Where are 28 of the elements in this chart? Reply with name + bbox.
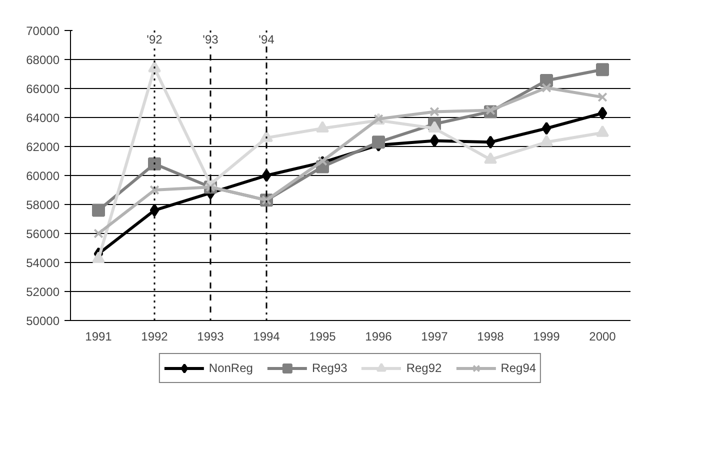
x-tick-label: 1991	[85, 330, 112, 344]
y-tick-label: 58000	[26, 198, 60, 212]
legend-label: Reg94	[500, 361, 536, 375]
ref-line-label: '92	[146, 32, 163, 46]
x-tick-label: 1994	[253, 330, 280, 344]
legend-label: NonReg	[208, 361, 253, 375]
legend-label: Reg92	[406, 361, 442, 375]
x-tick-label: 1992	[141, 330, 168, 344]
y-tick-label: 50000	[26, 314, 60, 328]
x-tick-label: 1998	[477, 330, 504, 344]
y-tick-label: 62000	[26, 140, 60, 154]
y-tick-label: 54000	[26, 256, 60, 270]
y-tick-label: 70000	[26, 24, 60, 38]
y-tick-label: 60000	[26, 169, 60, 183]
y-tick-label: 64000	[26, 111, 60, 125]
y-tick-label: 56000	[26, 227, 60, 241]
x-tick-label: 2000	[589, 330, 616, 344]
x-tick-label: 1995	[309, 330, 336, 344]
x-tick-label: 1993	[197, 330, 224, 344]
y-tick-label: 66000	[26, 82, 60, 96]
x-tick-label: 1999	[533, 330, 560, 344]
legend-label: Reg93	[312, 361, 348, 375]
y-tick-label: 68000	[26, 53, 60, 67]
y-tick-label: 52000	[26, 285, 60, 299]
ref-line-label: '93	[202, 32, 219, 46]
x-tick-label: 1997	[421, 330, 448, 344]
ref-line-label: '94	[258, 32, 275, 46]
x-tick-label: 1996	[365, 330, 392, 344]
